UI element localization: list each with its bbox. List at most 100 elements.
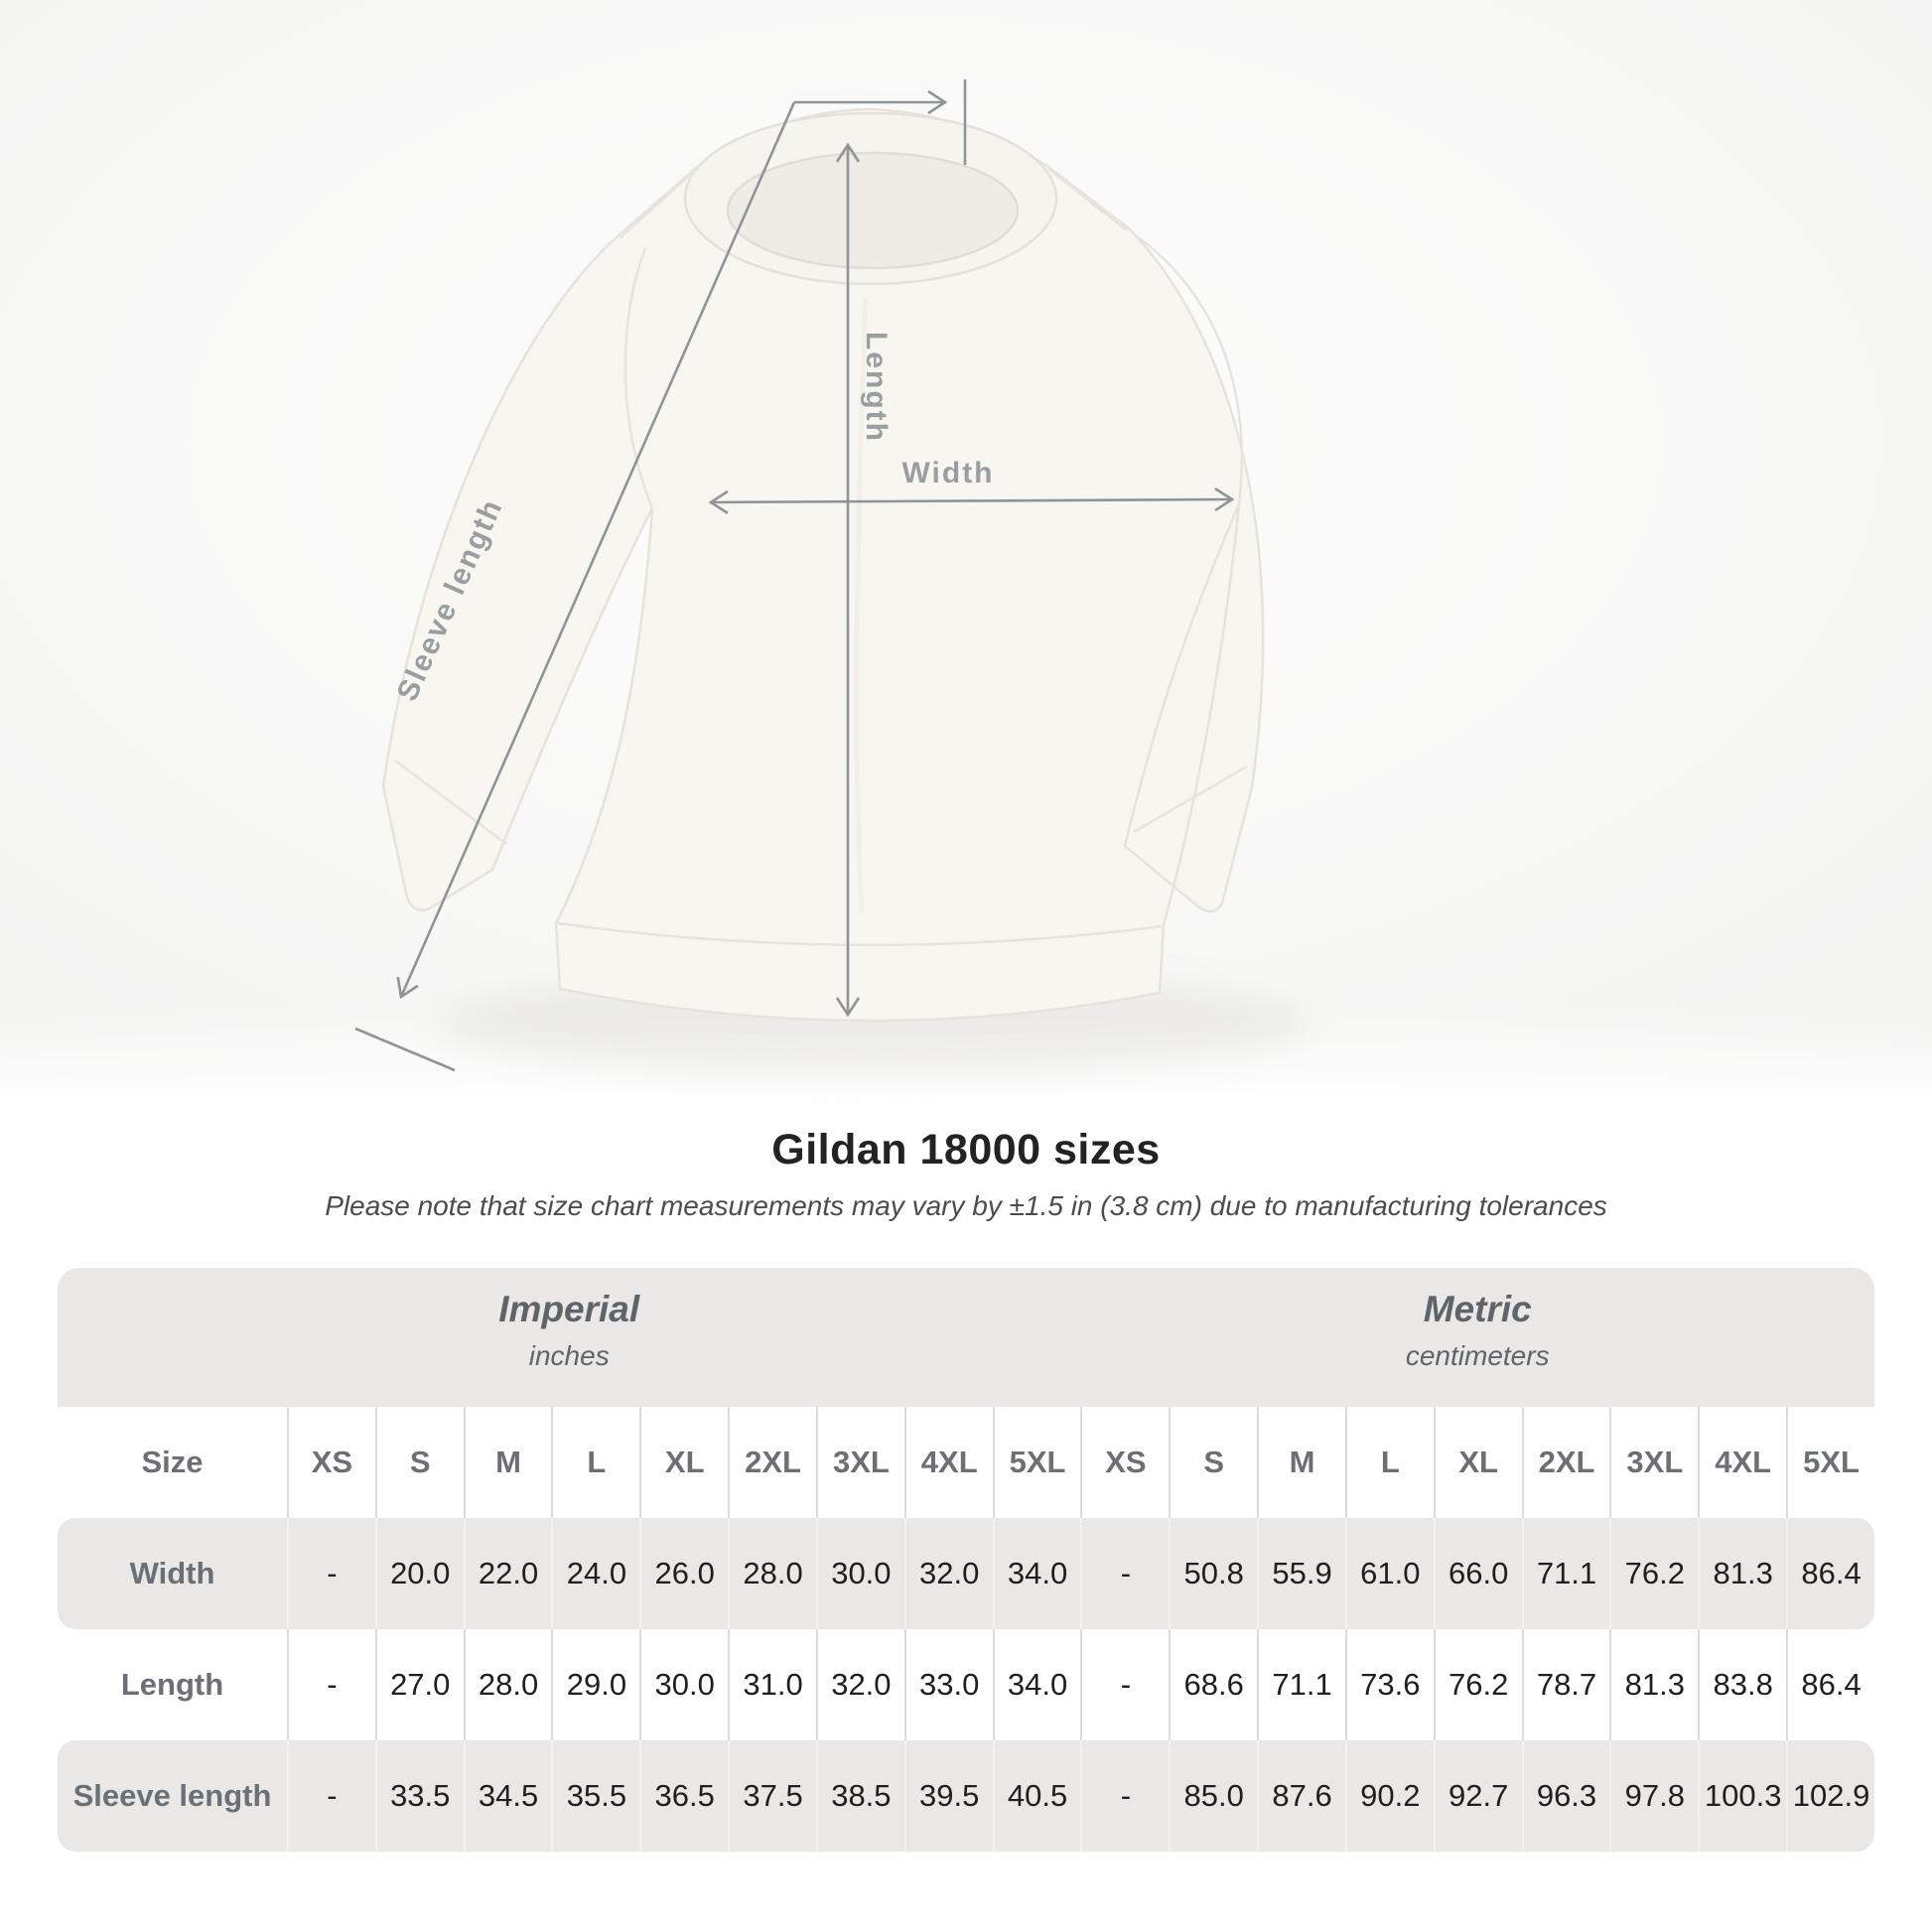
table-cell: 24.0 <box>551 1518 640 1629</box>
table-cell: 68.6 <box>1169 1629 1258 1740</box>
size-column-header: Size <box>58 1407 287 1518</box>
size-table: Imperial inches Metric centimeters Size … <box>58 1268 1874 1852</box>
size-table-grid: Imperial inches Metric centimeters Size … <box>58 1268 1874 1852</box>
table-cell: 27.0 <box>374 1629 464 1740</box>
table-cell: 28.0 <box>728 1518 816 1629</box>
table-cell: 83.8 <box>1698 1629 1787 1740</box>
size-header-cell: XS <box>287 1407 375 1518</box>
table-cell: - <box>287 1518 375 1629</box>
table-cell: 86.4 <box>1786 1518 1874 1629</box>
size-header-cell: XL <box>639 1407 729 1518</box>
size-header-cell: 3XL <box>1609 1407 1699 1518</box>
table-cell: 32.0 <box>815 1629 904 1740</box>
size-header-cell: M <box>463 1407 552 1518</box>
table-row-sleeve-length: Sleeve length - 33.5 34.5 35.5 36.5 37.5… <box>58 1740 1874 1852</box>
size-chart-title: Gildan 18000 sizes <box>771 1126 1161 1173</box>
table-cell: 40.5 <box>992 1740 1081 1852</box>
size-header-cell: L <box>1344 1407 1434 1518</box>
table-cell: 71.1 <box>1521 1518 1610 1629</box>
size-header-cell: 5XL <box>992 1407 1081 1518</box>
table-cell: 97.8 <box>1609 1740 1699 1852</box>
table-cell: - <box>1080 1740 1170 1852</box>
table-cell: 71.1 <box>1257 1629 1345 1740</box>
size-header-cell: M <box>1257 1407 1345 1518</box>
size-header-cell: XS <box>1080 1407 1170 1518</box>
table-cell: 34.0 <box>992 1629 1081 1740</box>
cuff-seam-right <box>1133 764 1248 834</box>
table-row-width: Width - 20.0 22.0 24.0 26.0 28.0 30.0 32… <box>58 1518 1874 1629</box>
sweatshirt-diagram: Length Width Sleeve length <box>0 0 1932 1110</box>
armhole-seam-left <box>623 247 654 509</box>
size-header-cell: S <box>374 1407 464 1518</box>
table-cell: 87.6 <box>1257 1740 1345 1852</box>
table-cell: 30.0 <box>639 1629 729 1740</box>
width-label: Width <box>901 457 994 489</box>
imperial-unit: inches <box>528 1340 610 1371</box>
unit-group-imperial: Imperial inches <box>58 1268 1081 1407</box>
table-cell: 34.5 <box>463 1740 552 1852</box>
size-header-cell: 2XL <box>1521 1407 1610 1518</box>
table-cell: 29.0 <box>551 1629 640 1740</box>
table-cell: 50.8 <box>1169 1518 1258 1629</box>
table-cell: 86.4 <box>1786 1629 1874 1740</box>
table-cell: 33.5 <box>374 1740 464 1852</box>
table-cell: 34.0 <box>992 1518 1081 1629</box>
shoulder-seam-left <box>619 170 696 239</box>
table-cell: 76.2 <box>1433 1629 1522 1740</box>
table-cell: 26.0 <box>639 1518 729 1629</box>
table-cell: 35.5 <box>551 1740 640 1852</box>
dimension-lines <box>354 79 1235 1072</box>
table-cell: 38.5 <box>815 1740 904 1852</box>
sleeve-length-cuff-tick <box>354 1027 456 1072</box>
table-cell: 33.0 <box>903 1629 993 1740</box>
size-header-cell: 2XL <box>728 1407 816 1518</box>
table-cell: 66.0 <box>1433 1518 1522 1629</box>
table-cell: 73.6 <box>1344 1629 1434 1740</box>
table-cell: 96.3 <box>1521 1740 1610 1852</box>
product-photo: Length Width Sleeve length <box>0 0 1932 1110</box>
table-cell: 78.7 <box>1521 1629 1610 1740</box>
table-cell: 81.3 <box>1609 1629 1699 1740</box>
table-cell: 102.9 <box>1786 1740 1874 1852</box>
shoulder-seam-right <box>1047 168 1128 231</box>
collar-opening <box>726 151 1020 270</box>
size-header-cell: 4XL <box>1698 1407 1787 1518</box>
size-header-row: Size XS S M L XL 2XL 3XL 4XL 5XL XS S M … <box>58 1407 1874 1518</box>
table-cell: - <box>1080 1518 1170 1629</box>
size-header-cell: 3XL <box>815 1407 904 1518</box>
table-cell: 31.0 <box>728 1629 816 1740</box>
cuff-seam-left <box>394 759 507 845</box>
size-header-cell: S <box>1169 1407 1258 1518</box>
metric-unit: centimeters <box>1405 1340 1550 1371</box>
table-cell: 22.0 <box>463 1518 552 1629</box>
table-cell: 36.5 <box>639 1740 729 1852</box>
table-cell: 55.9 <box>1257 1518 1345 1629</box>
table-cell: - <box>287 1629 375 1740</box>
imperial-label: Imperial <box>498 1289 640 1329</box>
sleeve-length-line <box>396 101 796 1000</box>
table-cell: 39.5 <box>903 1740 993 1852</box>
size-header-cell: 4XL <box>903 1407 993 1518</box>
waistband-seam <box>557 921 1163 947</box>
size-header-cell: 5XL <box>1786 1407 1874 1518</box>
table-cell: - <box>1080 1629 1170 1740</box>
length-label: Length <box>860 332 893 443</box>
unit-group-metric: Metric centimeters <box>1080 1268 1874 1407</box>
row-label: Sleeve length <box>58 1740 287 1852</box>
width-line <box>708 487 1235 514</box>
table-cell: 90.2 <box>1344 1740 1434 1852</box>
armhole-seam-right <box>1139 237 1243 505</box>
table-row-length: Length - 27.0 28.0 29.0 30.0 31.0 32.0 3… <box>58 1629 1874 1740</box>
table-cell: 100.3 <box>1698 1740 1787 1852</box>
row-label: Length <box>58 1629 287 1740</box>
sweatshirt-graphic <box>381 107 1265 1023</box>
unit-group-row: Imperial inches Metric centimeters <box>58 1268 1874 1407</box>
caption: Gildan 18000 sizes Please note that size… <box>0 1126 1932 1222</box>
size-header-cell: L <box>551 1407 640 1518</box>
table-cell: 28.0 <box>463 1629 552 1740</box>
table-cell: 20.0 <box>374 1518 464 1629</box>
metric-label: Metric <box>1423 1289 1532 1329</box>
table-cell: - <box>287 1740 375 1852</box>
table-cell: 85.0 <box>1169 1740 1258 1852</box>
